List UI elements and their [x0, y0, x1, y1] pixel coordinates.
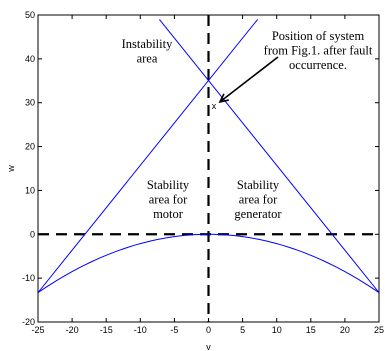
boundary-line-1	[38, 19, 258, 293]
system-position-label-line: from Fig.1. after fault	[264, 44, 373, 58]
x-tick-label: 25	[374, 325, 384, 335]
annotation-arrow-shaft	[219, 56, 279, 103]
y-tick-label: -20	[22, 317, 35, 327]
motor-stability-label-line: motor	[153, 207, 184, 221]
y-tick-label: 50	[25, 10, 35, 20]
y-axis-label: w	[6, 165, 16, 173]
x-tick-label: 5	[240, 325, 245, 335]
system-position-label-line: occurrence.	[289, 58, 347, 72]
instability-area-label-line: area	[137, 52, 158, 66]
system-position-marker: x	[212, 101, 217, 111]
x-tick-label: -5	[170, 325, 178, 335]
parabola-boundary-curve	[38, 233, 379, 294]
y-tick-label: 20	[25, 142, 35, 152]
y-tick-label: 40	[25, 54, 35, 64]
x-tick-label: -10	[134, 325, 147, 335]
motor-stability-label-line: Stability	[147, 178, 190, 192]
x-tick-label: -25	[31, 325, 44, 335]
generator-stability-label-line: generator	[234, 207, 282, 221]
x-tick-label: -15	[100, 325, 113, 335]
x-tick-label: 15	[306, 325, 316, 335]
boundary-line-2	[159, 19, 379, 293]
x-tick-label: 10	[272, 325, 282, 335]
x-tick-label: 20	[340, 325, 350, 335]
generator-stability-label-line: Stability	[237, 178, 280, 192]
x-tick-label: 0	[206, 325, 211, 335]
x-axis-label: v	[206, 342, 211, 351]
system-position-label-line: Position of system	[272, 29, 365, 43]
instability-area-label-line: Instability	[122, 37, 173, 51]
x-tick-label: -20	[66, 325, 79, 335]
generator-stability-label-line: area for	[239, 193, 278, 207]
annotation-arrow-head	[218, 93, 229, 104]
motor-stability-label-line: area for	[149, 193, 188, 207]
y-tick-label: 0	[30, 229, 35, 239]
y-tick-label: 30	[25, 98, 35, 108]
y-tick-label: 10	[25, 185, 35, 195]
y-tick-label: -10	[22, 273, 35, 283]
